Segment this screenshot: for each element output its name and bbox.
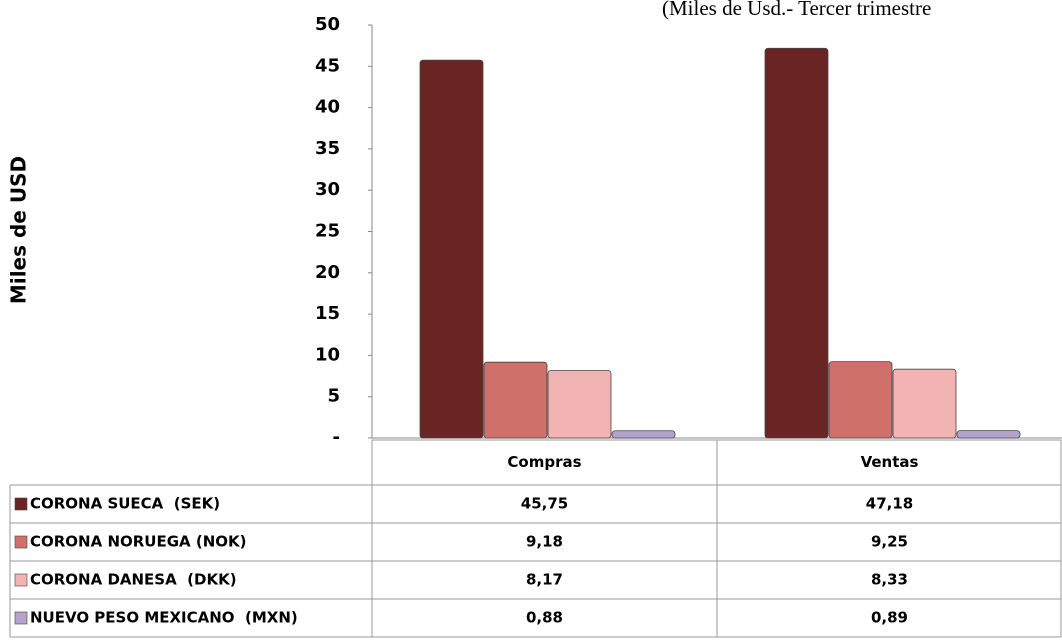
bar xyxy=(828,361,893,439)
chart-title: (Miles de Usd.- Tercer trimestre xyxy=(662,0,931,20)
legend-label: CORONA DANESA (DKK) xyxy=(30,571,237,589)
data-label: 9,25 xyxy=(871,533,908,551)
y-tick-label: - xyxy=(333,427,340,448)
y-tick-label: 5 xyxy=(327,386,340,407)
y-tick-label: 45 xyxy=(315,55,340,76)
legend-swatch xyxy=(14,535,28,549)
data-label: 8,33 xyxy=(871,571,908,589)
y-axis-label: Miles de USD xyxy=(7,156,31,304)
x-tick-label: Compras xyxy=(507,453,581,471)
legend-swatch xyxy=(14,611,28,625)
data-label: 9,18 xyxy=(526,533,563,551)
bar xyxy=(764,47,829,439)
y-tick-label: 30 xyxy=(315,179,340,200)
bar xyxy=(956,430,1021,439)
y-tick-label: 40 xyxy=(315,97,340,118)
y-tick-label: 10 xyxy=(315,344,340,365)
y-tick-label: 20 xyxy=(315,262,340,283)
y-tick-label: 15 xyxy=(315,303,340,324)
y-tick-label: 50 xyxy=(315,14,340,35)
data-label: 45,75 xyxy=(521,495,568,513)
legend-label: CORONA SUECA (SEK) xyxy=(30,495,220,513)
data-label: 8,17 xyxy=(526,571,563,589)
bar xyxy=(419,59,484,439)
bar xyxy=(892,368,957,439)
data-label: 0,88 xyxy=(526,609,563,627)
data-label: 47,18 xyxy=(866,495,913,513)
legend-label: CORONA NORUEGA (NOK) xyxy=(30,533,247,551)
y-tick-label: 25 xyxy=(315,221,340,242)
x-tick-label: Ventas xyxy=(861,453,919,471)
bar xyxy=(547,370,612,439)
bar xyxy=(611,430,676,439)
data-label: 0,89 xyxy=(871,609,908,627)
legend-label: NUEVO PESO MEXICANO (MXN) xyxy=(30,609,298,627)
legend-swatch xyxy=(14,573,28,587)
y-tick-label: 35 xyxy=(315,138,340,159)
legend-swatch xyxy=(14,497,28,511)
bar xyxy=(483,361,548,439)
